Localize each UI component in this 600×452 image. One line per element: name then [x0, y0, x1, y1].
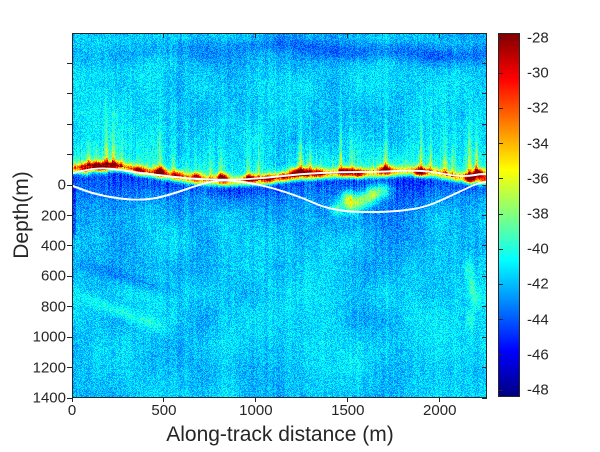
colorbar-tick-label: -32: [527, 99, 549, 117]
x-tick-label: 0: [67, 402, 77, 419]
colorbar-tick-label: -30: [527, 64, 549, 82]
x-tick-mark-top: [347, 34, 349, 38]
y-tick-mark: [67, 93, 72, 95]
y-tick-mark: [67, 367, 72, 369]
colorbar-tick-mark: [499, 107, 503, 109]
y-tick-mark: [67, 215, 72, 216]
colorbar-tick-label: -42: [527, 275, 549, 293]
y-tick-mark-right: [482, 184, 487, 186]
x-tick-mark: [347, 398, 349, 402]
colorbar-gradient: [498, 33, 520, 397]
colorbar-tick-label: -48: [527, 381, 549, 399]
x-tick-mark-top: [71, 34, 73, 38]
colorbar-tick-mark: [499, 354, 503, 356]
y-tick-label: 800: [40, 298, 66, 316]
x-axis-label: Along-track distance (m): [166, 423, 394, 446]
y-tick-mark: [67, 154, 72, 156]
y-tick-mark-right: [482, 215, 487, 216]
x-tick-mark-top: [439, 34, 441, 38]
colorbar-tick-mark: [499, 213, 503, 215]
y-tick-mark: [67, 123, 72, 125]
y-tick-mark: [67, 275, 72, 277]
y-tick-mark: [67, 336, 72, 338]
y-tick-mark: [67, 306, 72, 308]
y-tick-mark-right: [482, 245, 487, 247]
y-tick-mark-right: [482, 123, 487, 125]
colorbar-tick-label: -44: [527, 311, 549, 329]
colorbar-tick-label: -34: [527, 135, 549, 153]
x-tick-mark-top: [255, 34, 257, 38]
y-tick-mark-right: [482, 93, 487, 95]
y-tick-mark: [67, 62, 72, 64]
x-tick-label: 2000: [423, 402, 457, 419]
colorbar-tick-mark: [499, 178, 503, 180]
x-tick-label: 1500: [331, 402, 365, 419]
y-axis-label: Depth(m): [10, 171, 33, 259]
y-tick-label: 600: [40, 267, 66, 285]
colorbar-tick-label: -46: [527, 346, 549, 364]
y-tick-mark-right: [482, 275, 487, 277]
y-tick-mark-right: [482, 62, 487, 64]
colorbar-tick-mark: [499, 319, 503, 321]
y-tick-mark: [67, 184, 72, 186]
colorbar-tick-label: -38: [527, 205, 549, 223]
y-tick-label: 400: [40, 237, 66, 255]
y-tick-mark-right: [482, 154, 487, 156]
y-tick-label: 1200: [32, 359, 66, 377]
x-tick-label: 1000: [239, 402, 273, 419]
colorbar-tick-mark: [499, 248, 503, 250]
x-tick-mark: [71, 398, 73, 402]
y-tick-mark-right: [482, 397, 487, 399]
colorbar-tick-label: -40: [527, 240, 549, 258]
x-tick-mark: [163, 398, 165, 402]
colorbar-tick-label: -36: [527, 170, 549, 188]
y-tick-label: 1000: [32, 328, 66, 346]
x-tick-label: 500: [151, 402, 177, 419]
x-tick-mark: [439, 398, 441, 402]
y-tick-label: 200: [40, 207, 66, 224]
colorbar-tick-mark: [499, 72, 503, 74]
y-tick-mark-right: [482, 367, 487, 369]
y-tick-mark-right: [482, 306, 487, 308]
colorbar-tick-label: -28: [527, 29, 549, 47]
y-tick-mark: [67, 245, 72, 247]
y-tick-label: 0: [57, 176, 66, 194]
y-tick-label: 1400: [32, 389, 66, 407]
echogram-canvas: [72, 33, 487, 398]
colorbar-tick-mark: [499, 143, 503, 145]
x-tick-mark: [255, 398, 257, 402]
x-tick-mark-top: [163, 34, 165, 38]
colorbar-tick-mark: [499, 283, 503, 285]
colorbar-tick-mark: [499, 37, 503, 39]
colorbar-tick-mark: [499, 389, 503, 391]
y-tick-mark: [67, 397, 72, 399]
y-tick-mark-right: [482, 336, 487, 338]
